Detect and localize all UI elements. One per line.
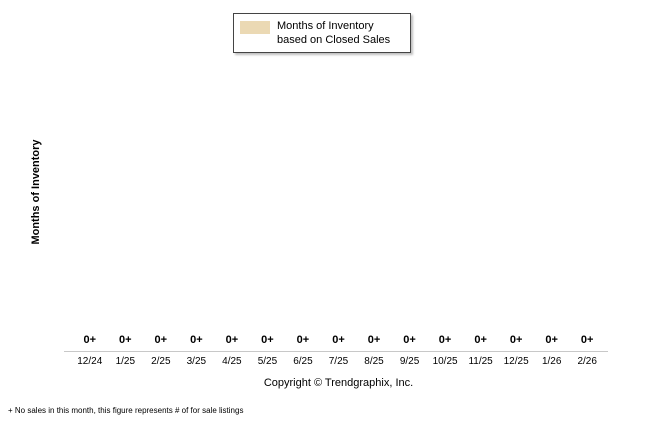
x-tick-label: 12/25 bbox=[503, 356, 529, 367]
bar-value-label: 0+ bbox=[438, 334, 452, 346]
x-tick-label: 3/25 bbox=[186, 356, 207, 367]
bar-value-label: 0+ bbox=[296, 334, 310, 346]
x-tick-label: 8/25 bbox=[364, 356, 384, 367]
legend-label: Months of Inventory based on Closed Sale… bbox=[277, 20, 391, 46]
x-tick-label: 6/25 bbox=[293, 356, 313, 367]
x-tick-label: 7/25 bbox=[328, 356, 349, 367]
bar-value-label: 0+ bbox=[332, 334, 345, 346]
bar-value-labels-row: 0+ 0+ 0+ 0+ 0+ 0+ 0+ 0+ 0+ 0+ 0+ 0+ 0+ 0+ 0+ bbox=[72, 334, 605, 346]
x-tick-label: 1/25 bbox=[115, 356, 136, 367]
bar-value-label: 0+ bbox=[367, 334, 381, 346]
x-tick-label: 5/25 bbox=[257, 356, 278, 367]
x-axis-tick-labels-row: 12/24 1/25 2/25 3/25 4/25 5/25 6/25 7/25 8/25 9/2… bbox=[72, 356, 605, 367]
bar-value-label: 0+ bbox=[225, 334, 239, 346]
x-tick-label: 4/25 bbox=[222, 356, 242, 367]
legend: Months of Inventory based on Closed Sale… bbox=[233, 13, 411, 53]
bar-value-label: 0+ bbox=[474, 334, 487, 346]
legend-color-swatch bbox=[240, 21, 270, 34]
bar-value-label: 0+ bbox=[190, 334, 203, 346]
bar-value-label: 0+ bbox=[580, 334, 594, 346]
bar-value-label: 0+ bbox=[119, 334, 132, 346]
x-tick-label: 2/25 bbox=[151, 356, 171, 367]
bar-value-label: 0+ bbox=[509, 334, 523, 346]
copyright-text: Copyright © Trendgraphix, Inc. bbox=[263, 377, 414, 389]
footnote-text: + No sales in this month, this figure re… bbox=[8, 406, 244, 415]
x-tick-label: 9/25 bbox=[399, 356, 420, 367]
bar-value-label: 0+ bbox=[545, 334, 558, 346]
x-tick-label: 12/24 bbox=[77, 356, 103, 367]
x-axis-line bbox=[64, 351, 608, 352]
bar-value-label: 0+ bbox=[261, 334, 274, 346]
y-axis-title: Months of Inventory bbox=[30, 139, 42, 245]
x-tick-label: 10/25 bbox=[432, 356, 458, 367]
x-tick-label: 1/26 bbox=[541, 356, 562, 367]
bar-value-label: 0+ bbox=[154, 334, 168, 346]
bar-value-label: 0+ bbox=[83, 334, 97, 346]
x-tick-label: 2/26 bbox=[577, 356, 597, 367]
x-tick-label: 11/25 bbox=[468, 356, 493, 367]
bar-value-label: 0+ bbox=[403, 334, 416, 346]
